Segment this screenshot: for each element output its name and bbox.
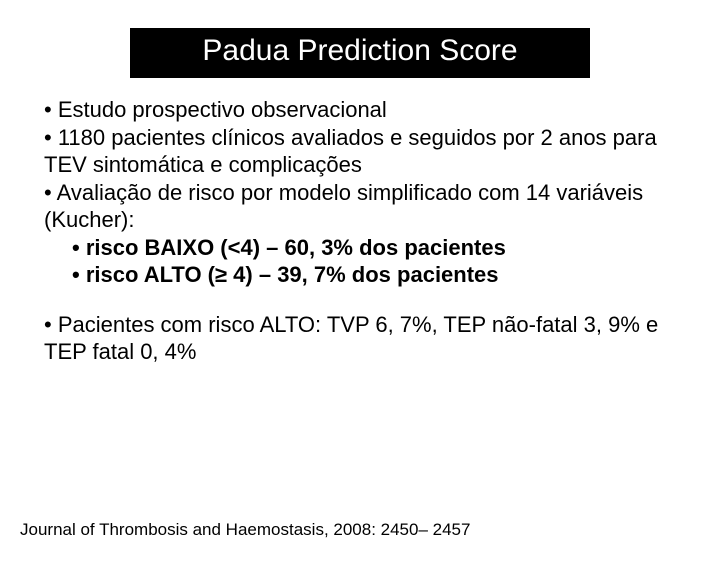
citation-text: Journal of Thrombosis and Haemostasis, 2…: [20, 520, 470, 540]
bullet-item: • 1180 pacientes clínicos avaliados e se…: [44, 124, 676, 179]
bullet-icon: •: [44, 97, 58, 122]
sub-bullet-item: • risco BAIXO (<4) – 60, 3% dos paciente…: [72, 234, 676, 262]
bullet-item: • Avaliação de risco por modelo simplifi…: [44, 179, 676, 234]
bullet-text: risco BAIXO (<4) – 60, 3% dos pacientes: [86, 235, 506, 260]
sub-bullet-item: • risco ALTO (≥ 4) – 39, 7% dos paciente…: [72, 261, 676, 289]
slide-title-bar: Padua Prediction Score: [130, 28, 590, 78]
spacer: [44, 289, 676, 311]
bullet-item: • Pacientes com risco ALTO: TVP 6, 7%, T…: [44, 311, 676, 366]
bullet-icon: •: [44, 312, 58, 337]
bullet-text: Estudo prospectivo observacional: [58, 97, 387, 122]
bullet-icon: •: [44, 180, 57, 205]
bullet-icon: •: [72, 235, 86, 260]
bullet-text: risco ALTO (≥ 4) – 39, 7% dos pacientes: [86, 262, 499, 287]
bullet-item: • Estudo prospectivo observacional: [44, 96, 676, 124]
bullet-icon: •: [44, 125, 58, 150]
slide-title: Padua Prediction Score: [202, 34, 517, 67]
bullet-text: 1180 pacientes clínicos avaliados e segu…: [44, 125, 657, 178]
slide-body: • Estudo prospectivo observacional • 118…: [44, 96, 676, 366]
bullet-icon: •: [72, 262, 86, 287]
bullet-text: Pacientes com risco ALTO: TVP 6, 7%, TEP…: [44, 312, 658, 365]
bullet-text: Avaliação de risco por modelo simplifica…: [44, 180, 643, 233]
